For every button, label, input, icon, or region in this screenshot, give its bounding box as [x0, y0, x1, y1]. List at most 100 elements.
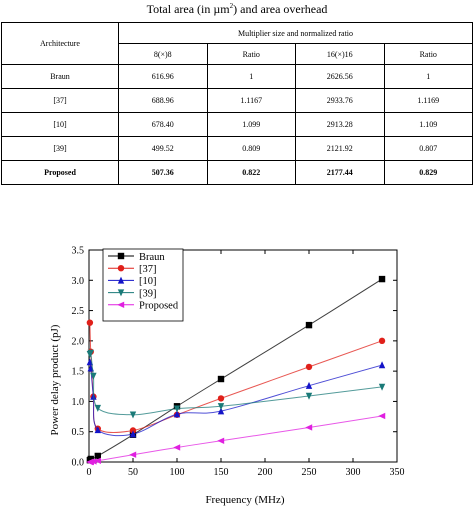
architecture-header: Architecture	[1, 22, 119, 65]
data-point	[89, 458, 97, 465]
architecture-cell: Proposed	[1, 160, 119, 185]
legend-marker	[117, 252, 125, 260]
legend-marker	[117, 301, 125, 308]
table-cell: 2933.76	[295, 88, 385, 113]
legend-box	[102, 248, 184, 322]
data-point	[217, 375, 225, 383]
architecture-cell: [37]	[1, 88, 119, 113]
x-tick-label: 100	[170, 467, 185, 478]
chart-series	[86, 275, 386, 466]
table-cell: 0.822	[206, 160, 296, 185]
data-point	[305, 363, 313, 371]
architecture-cell: [10]	[1, 112, 119, 137]
table-cell: 678.40	[118, 112, 208, 137]
y-tick-label: 1.0	[72, 397, 85, 408]
y-tick-label: 3.5	[72, 246, 85, 257]
data-point	[129, 430, 137, 438]
series-line	[89, 361, 383, 437]
chart-legend: Braun[37][10][39] Proposed	[102, 248, 184, 322]
legend-label: [10]	[139, 276, 157, 287]
x-tick-label: 0	[87, 467, 92, 478]
column-header: 8(×)8	[118, 43, 208, 65]
x-tick-label: 250	[302, 467, 317, 478]
table-cell: 1.1167	[206, 88, 296, 113]
table-caption: Total area (in µm2) and area overhead	[0, 2, 474, 17]
data-point	[86, 319, 94, 326]
x-tick-label: 200	[258, 467, 273, 478]
caption-unit-superscript: 2	[229, 2, 234, 10]
table-row: Braun 616.96 1 2626.56 1	[1, 64, 473, 89]
data-point	[94, 457, 101, 464]
x-tick-label: 300	[346, 467, 361, 478]
legend-label: Braun	[139, 252, 165, 263]
legend-marker	[117, 276, 125, 284]
y-tick-label: 3.0	[72, 276, 85, 287]
table-row: [39] 499.52 0.809 2121.92 0.807	[1, 136, 473, 161]
data-point	[305, 392, 313, 400]
x-tick-label: 50	[128, 467, 138, 478]
data-point	[94, 452, 101, 460]
data-point	[378, 412, 386, 420]
table-cell: 0.809	[206, 136, 296, 161]
table-cell: 2626.56	[295, 64, 385, 89]
table-cell: 616.96	[118, 64, 208, 89]
table-cell: 1.1169	[383, 88, 473, 113]
legend-marker	[117, 289, 125, 297]
data-point	[173, 410, 181, 418]
data-point	[217, 403, 225, 411]
caption-unit: µm	[213, 2, 230, 16]
y-axis-label: Power delay product (pJ)	[49, 324, 61, 435]
data-point	[305, 424, 313, 431]
data-point	[173, 405, 181, 413]
pdp-line-chart: 0 50 100 150 200 250 300 350 0.0 0.5 1.0 1.5 2.0 2.5 3…	[49, 246, 405, 507]
table-cell: 499.52	[118, 136, 208, 161]
data-point	[94, 426, 101, 434]
data-point	[217, 407, 225, 415]
table-cell: 507.36	[118, 160, 208, 185]
legend-label: [37]	[139, 264, 157, 275]
y-tick-label: 2.0	[72, 336, 85, 347]
data-point	[129, 451, 137, 458]
caption-text-before: Total area (in	[146, 2, 214, 16]
data-point	[217, 395, 225, 402]
table-cell: 1.099	[206, 112, 296, 137]
series-line	[89, 351, 383, 416]
data-point	[94, 404, 101, 412]
data-point	[217, 437, 225, 444]
data-point	[90, 372, 97, 380]
legend-marker	[117, 265, 125, 272]
x-axis-label: Frequency (MHz)	[205, 494, 284, 506]
column-header: Ratio	[383, 43, 473, 65]
data-point	[378, 337, 386, 345]
data-point	[129, 411, 137, 419]
group-header: Multiplier size and normalized ratio	[118, 22, 473, 44]
table-row: [37] 688.96 1.1167 2933.76 1.1169	[1, 88, 473, 113]
caption-text-after: ) and area overhead	[233, 2, 328, 16]
table-cell: 688.96	[118, 88, 208, 113]
series-5	[86, 412, 386, 466]
x-tick-label: 150	[214, 467, 229, 478]
series-3	[86, 358, 386, 438]
table-row-proposed: Proposed 507.36 0.822 2177.44 0.829	[1, 160, 473, 185]
data-point	[378, 383, 386, 391]
data-point	[87, 349, 94, 357]
table-cell: 2913.28	[295, 112, 385, 137]
y-tick-label: 1.5	[72, 367, 85, 378]
table-cell: 1.109	[383, 112, 473, 137]
legend-label: [39]	[139, 288, 157, 299]
data-point	[87, 455, 94, 463]
series-4	[86, 349, 386, 419]
table-cell: 1	[383, 64, 473, 89]
legend-label: Proposed	[139, 301, 179, 312]
table-cell: 0.807	[383, 136, 473, 161]
table-cell: 2121.92	[295, 136, 385, 161]
x-tick-label: 350	[390, 467, 405, 478]
y-tick-label: 0.0	[72, 458, 85, 469]
table-cell: 2177.44	[295, 160, 385, 185]
architecture-cell: [39]	[1, 136, 119, 161]
table-cell: 1	[206, 64, 296, 89]
y-tick-label: 2.5	[72, 306, 85, 317]
data-point	[173, 444, 181, 451]
table-header-row: Architecture Multiplier size and normali…	[1, 22, 473, 65]
data-point	[305, 321, 313, 329]
